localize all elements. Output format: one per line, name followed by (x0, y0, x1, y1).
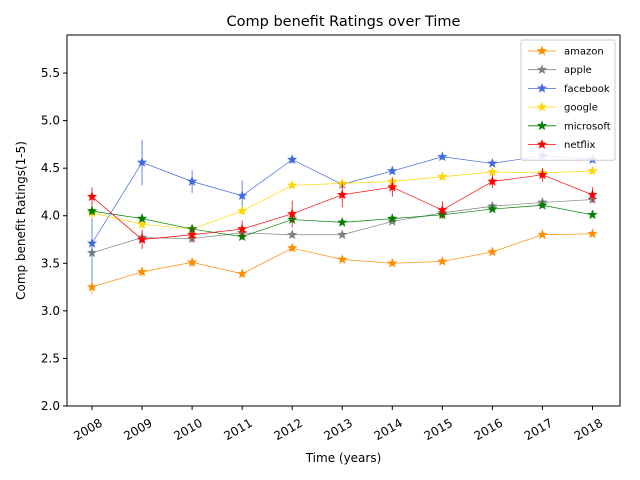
data-point (487, 246, 498, 257)
legend-marker (536, 64, 548, 75)
data-point (337, 254, 348, 264)
data-point (337, 189, 348, 200)
data-point (136, 234, 148, 244)
data-point (287, 154, 298, 165)
data-point (86, 205, 98, 216)
data-point (86, 237, 98, 248)
data-point (437, 255, 448, 266)
legend-marker (536, 139, 548, 149)
data-point (587, 228, 598, 239)
data-point (437, 151, 448, 162)
plot-frame (66, 34, 621, 407)
data-point (587, 209, 598, 220)
data-point (537, 199, 548, 210)
data-point (236, 268, 248, 279)
series-microsoft (86, 199, 598, 242)
y-axis-title: Comp benefit Ratings(1-5) (14, 141, 28, 300)
data-point (387, 216, 398, 226)
data-point (487, 176, 498, 186)
data-point (537, 169, 548, 180)
y-tick-label: 2.0 (41, 399, 60, 413)
data-point (186, 176, 198, 186)
data-point (587, 189, 598, 200)
legend-label: google (564, 103, 598, 114)
data-point (387, 257, 398, 268)
data-point (186, 256, 198, 267)
data-point (86, 191, 98, 202)
y-tick-label: 4.5 (41, 161, 60, 175)
y-tick-label: 5.5 (41, 66, 60, 80)
legend-item-netflix: netflix (528, 139, 595, 151)
legend-item-apple: apple (528, 64, 592, 76)
data-point (287, 208, 298, 219)
data-point (337, 216, 348, 227)
legend-label: facebook (564, 84, 610, 95)
x-axis-title: Time (years) (305, 451, 382, 465)
data-point (487, 157, 498, 168)
plot-area (86, 139, 598, 294)
legend-label: microsoft (564, 121, 611, 132)
series-amazon (86, 228, 598, 294)
legend-marker (536, 82, 548, 93)
data-point (537, 229, 548, 240)
data-point (387, 181, 398, 192)
legend-marker (536, 101, 548, 112)
legend-label: netflix (564, 140, 595, 151)
data-point (236, 205, 248, 216)
legend-item-facebook: facebook (528, 82, 610, 95)
legend-marker (536, 45, 548, 56)
legend-label: apple (564, 65, 592, 76)
data-point (287, 229, 298, 240)
y-tick-label: 2.5 (41, 351, 60, 365)
data-point (136, 157, 148, 167)
data-point (487, 166, 498, 177)
data-point (236, 223, 248, 234)
data-point (387, 213, 398, 223)
data-point (437, 204, 448, 215)
legend: amazon apple facebook google microsoft netfli… (520, 39, 616, 161)
series-netflix (86, 168, 598, 250)
y-tick-label: 3.5 (41, 256, 60, 270)
data-point (86, 281, 98, 292)
y-tick-label: 4.0 (41, 209, 60, 223)
data-point (487, 203, 498, 214)
data-point (287, 242, 298, 253)
data-point (387, 165, 398, 176)
data-point (587, 165, 598, 176)
y-tick-label: 5.0 (41, 114, 60, 128)
y-axis: 2.0 2.5 3.0 3.5 4.0 4.5 5.0 5.5 (41, 66, 67, 413)
data-point (236, 190, 248, 201)
legend-item-microsoft: microsoft (528, 120, 611, 132)
data-point (136, 266, 148, 277)
chart-title: Comp benefit Ratings over Time (227, 14, 461, 30)
y-tick-label: 3.0 (41, 304, 60, 318)
legend-item-google: google (528, 101, 598, 114)
legend-marker (536, 120, 548, 131)
data-point (186, 229, 198, 240)
legend-item-amazon: amazon (528, 45, 604, 58)
data-point (136, 213, 148, 223)
data-point (136, 218, 148, 229)
data-point (337, 229, 348, 240)
data-point (437, 171, 448, 182)
data-point (287, 179, 298, 190)
legend-label: amazon (564, 47, 604, 58)
